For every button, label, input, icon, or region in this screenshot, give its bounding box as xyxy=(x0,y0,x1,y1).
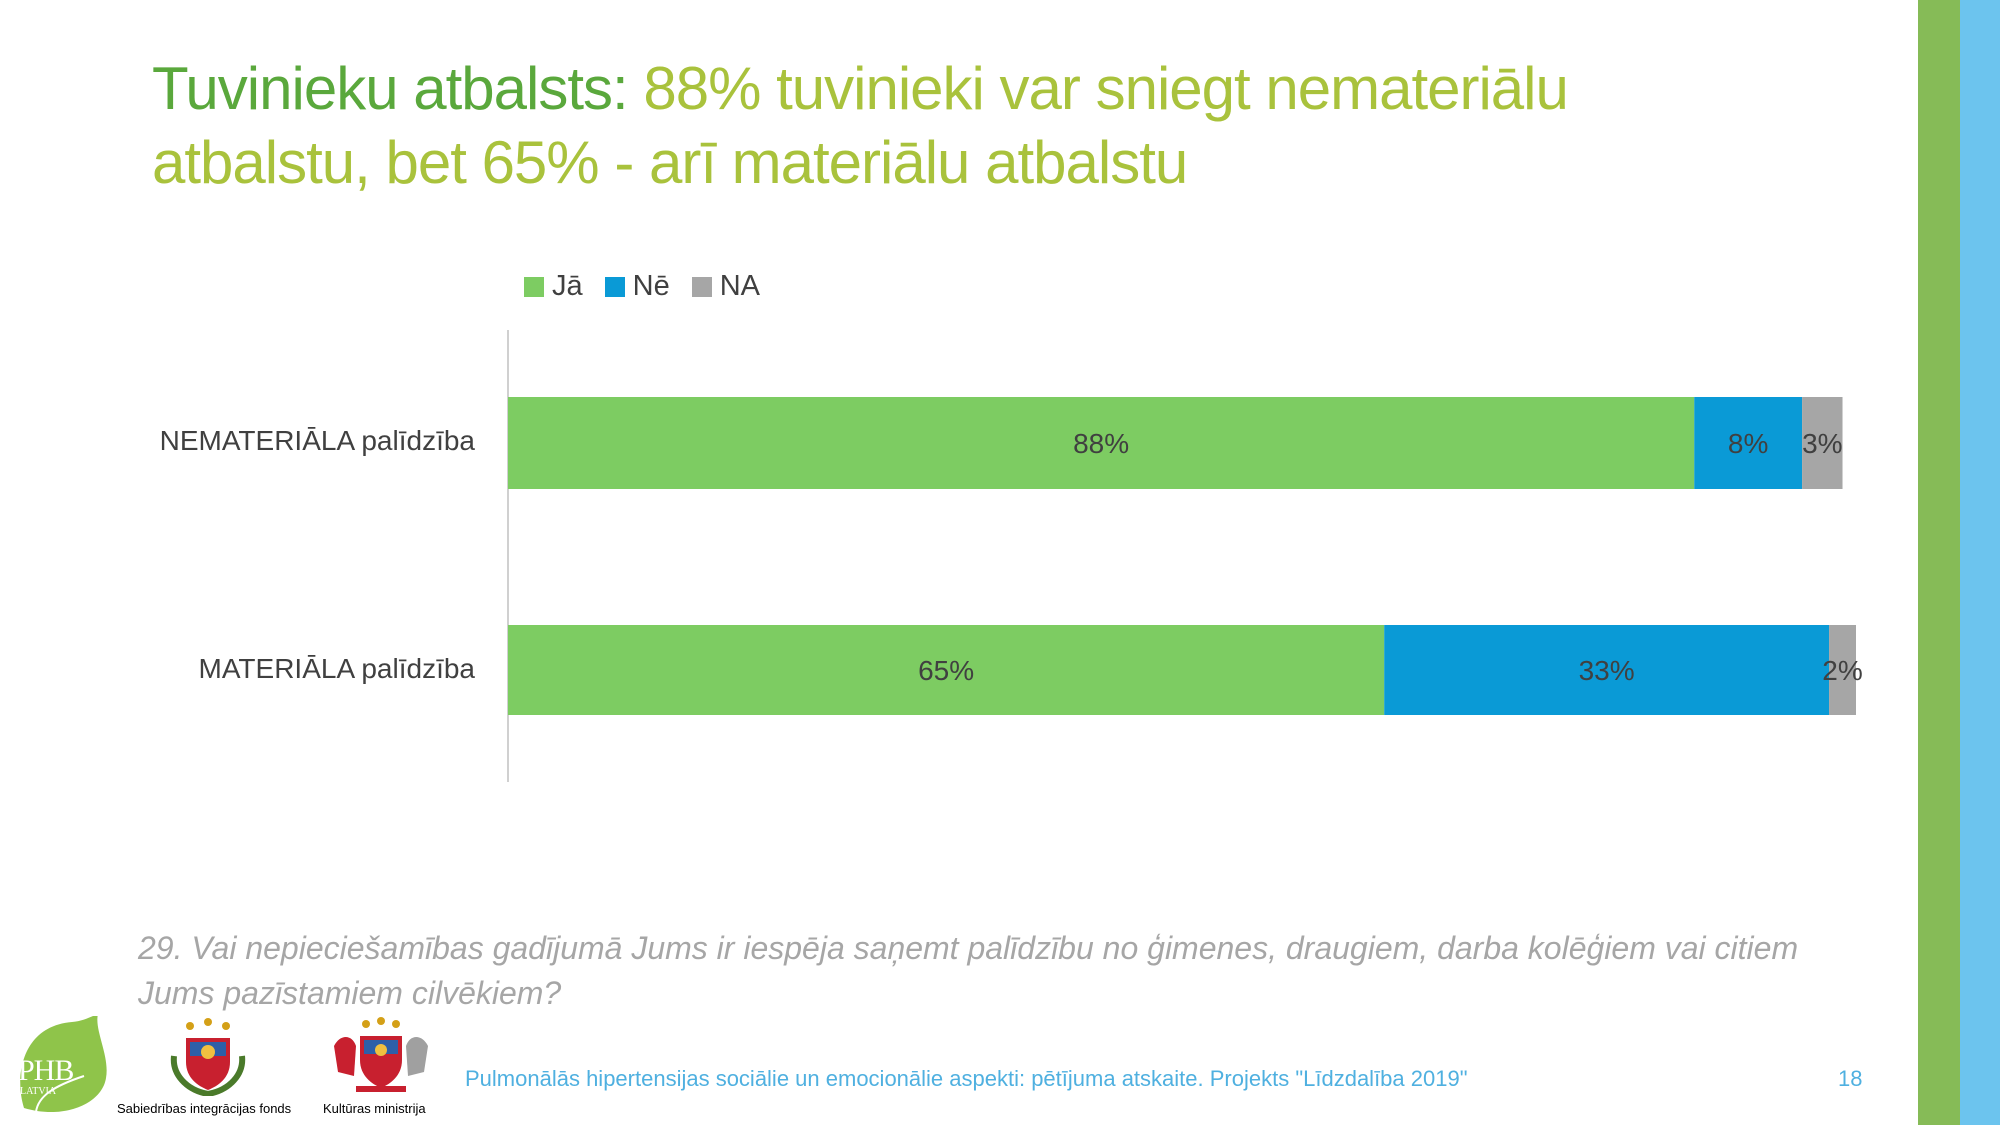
legend-swatch-ne xyxy=(604,276,625,297)
sif-coat-of-arms-icon xyxy=(168,1016,248,1098)
legend-item-ne: Nē xyxy=(604,270,670,303)
legend-item-na: NA xyxy=(691,270,761,303)
legend-label-na: NA xyxy=(719,270,761,302)
bar-segment-n-1 xyxy=(1384,625,1830,715)
phb-logo-text: PHB xyxy=(18,1054,74,1087)
km-caption: Kultūras ministrija xyxy=(323,1101,426,1116)
slide-title-lead: Tuvinieku atbalsts: xyxy=(152,55,629,122)
sif-caption: Sabiedrības integrācijas fonds xyxy=(117,1101,292,1116)
slide-title: Tuvinieku atbalsts: 88% tuvinieki var sn… xyxy=(152,52,1712,200)
bar-segment-na-0 xyxy=(1802,397,1843,489)
data-label-na-0: 3% xyxy=(1802,428,1842,459)
legend-item-ja: Jā xyxy=(524,270,583,303)
legend-swatch-na xyxy=(691,276,712,297)
data-label-n-0: 8% xyxy=(1728,428,1768,459)
phb-leaf-icon xyxy=(20,1014,107,1113)
km-coat-of-arms-icon xyxy=(326,1016,436,1096)
data-label-j-0: 88% xyxy=(1073,428,1129,459)
legend-swatch-ja xyxy=(524,276,544,297)
data-label-na-1: 2% xyxy=(1822,655,1862,686)
bar-segment-j-1 xyxy=(508,625,1385,715)
phb-logo: PHB LATVIA xyxy=(14,1014,110,1116)
legend-label-ne: Nē xyxy=(632,270,670,302)
survey-question: 29. Vai nepieciešamības gadījumā Jums ir… xyxy=(138,930,1799,1011)
decorative-stripe-blue xyxy=(1960,0,2000,1125)
phb-logo-subtext: LATVIA xyxy=(20,1086,57,1097)
data-label-j-1: 65% xyxy=(918,655,974,686)
chart-legend: Jā Nē NA xyxy=(524,270,782,303)
data-label-n-1: 33% xyxy=(1579,655,1635,686)
bar-segment-na-1 xyxy=(1829,625,1856,715)
legend-label-ja: Jā xyxy=(552,270,583,302)
decorative-stripe-green xyxy=(1918,0,1960,1125)
category-label-nemateriala: NEMATERIĀLA palīdzība xyxy=(159,425,475,456)
bar-segment-j-0 xyxy=(508,397,1695,489)
category-label-materiala: MATERIĀLA palīdzība xyxy=(198,653,476,684)
slide-title-rest: 88% tuvinieki var sniegt nemateriālu atb… xyxy=(152,55,1569,196)
page-number: 18 xyxy=(1838,1066,1863,1091)
bar-segment-n-0 xyxy=(1694,397,1803,489)
slide-footer: Pulmonālās hipertensijas sociālie un emo… xyxy=(465,1066,1468,1091)
